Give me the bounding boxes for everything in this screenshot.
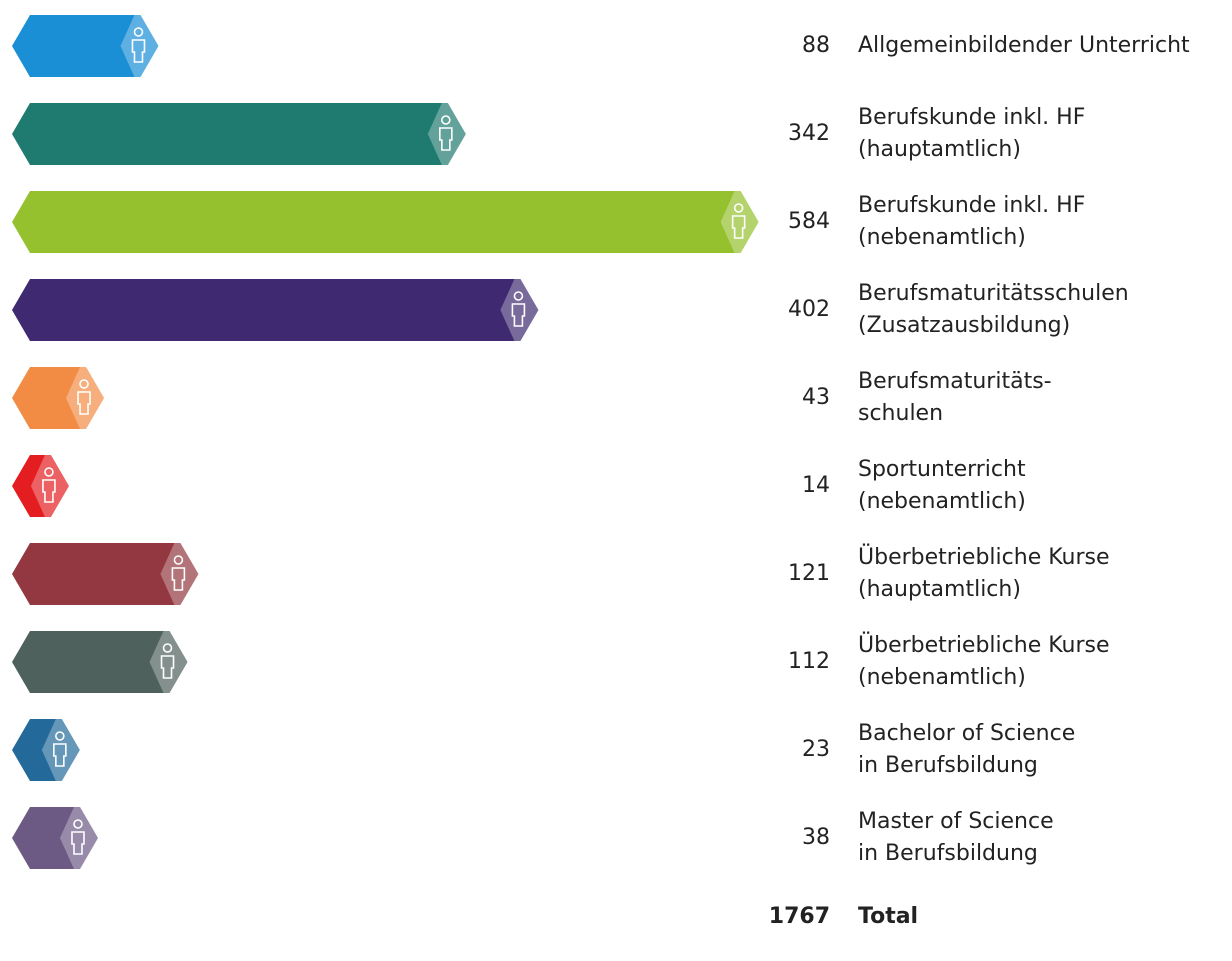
label-row: 112 Überbetriebliche Kurse (nebenamtlich) (760, 618, 1230, 706)
category-label: Überbetriebliche Kurse (hauptamtlich) (858, 545, 1110, 602)
label-row: 14 Sportunterricht (nebenamtlich) (760, 442, 1230, 530)
person-icon (131, 27, 146, 63)
person-head (133, 27, 144, 37)
category-label: Sportunterricht (nebenamtlich) (858, 457, 1026, 514)
category-label: Berufsmaturitäts- schulen (858, 369, 1052, 426)
value-label: 38 (802, 825, 830, 850)
category-label: Berufsmaturitätsschulen (Zusatzausbildun… (858, 281, 1129, 338)
bar (12, 103, 466, 165)
value-label: 121 (788, 561, 830, 586)
bar (12, 15, 159, 77)
person-body (171, 567, 186, 591)
value-label: 402 (788, 297, 830, 322)
person-head (79, 379, 89, 389)
icon-hex (41, 719, 80, 781)
person-head (441, 115, 451, 125)
icon-hex (59, 807, 98, 869)
person-head (55, 731, 65, 741)
person-icon (511, 291, 526, 327)
person-icon (77, 379, 91, 415)
label-row: 38 Master of Science in Berufsbildung (760, 794, 1230, 882)
person-icon (439, 115, 453, 151)
value-label: 14 (802, 473, 830, 498)
value-label: 112 (788, 649, 830, 674)
value-label: 23 (802, 737, 830, 762)
person-body (77, 391, 91, 415)
label-row: 121 Überbetriebliche Kurse (hauptamtlich) (760, 530, 1230, 618)
person-body (160, 655, 175, 679)
bar (12, 631, 188, 693)
person-body (53, 743, 67, 767)
icon-hex (427, 103, 466, 165)
bar (12, 543, 199, 605)
person-body (511, 303, 526, 327)
label-row: 23 Bachelor of Science in Berufsbildung (760, 706, 1230, 794)
category-label: Berufskunde inkl. HF (nebenamtlich) (858, 193, 1086, 250)
bar (12, 279, 539, 341)
value-label: 43 (802, 385, 830, 410)
category-label: Berufskunde inkl. HF (hauptamtlich) (858, 105, 1086, 162)
label-row: 584 Berufskunde inkl. HF (nebenamtlich) (760, 178, 1230, 266)
person-head (733, 203, 744, 213)
person-head (162, 643, 173, 653)
bar (12, 191, 759, 253)
person-icon (71, 819, 85, 855)
person-body (439, 127, 453, 151)
total-value: 1767 (768, 904, 830, 929)
person-icon (731, 203, 746, 239)
person-icon (42, 467, 56, 503)
icon-hex (149, 631, 188, 693)
label-row: 402 Berufsmaturitätsschulen (Zusatzausbil… (760, 266, 1230, 354)
person-body (131, 39, 146, 63)
person-body (731, 215, 746, 239)
icon-hex (500, 279, 539, 341)
category-label: Master of Science in Berufsbildung (858, 809, 1054, 866)
icon-hex (30, 455, 69, 517)
category-label: Allgemeinbildender Unterricht (858, 33, 1190, 58)
label-row: 43 Berufsmaturitäts- schulen (760, 354, 1230, 442)
bars (12, 15, 759, 869)
label-row: 342 Berufskunde inkl. HF (hauptamtlich) (760, 90, 1230, 178)
person-head (44, 467, 54, 477)
person-body (71, 831, 85, 855)
icon-hex (160, 543, 199, 605)
person-icon (53, 731, 67, 767)
value-label: 584 (788, 209, 830, 234)
bar (12, 455, 69, 517)
chart: 1767 Total 88 Allgemeinbildender Unterric… (12, 2, 1230, 929)
total-row: 1767 Total (760, 873, 1230, 961)
category-label: Überbetriebliche Kurse (nebenamtlich) (858, 633, 1110, 690)
total-label: Total (858, 904, 919, 929)
icon-hex (720, 191, 759, 253)
value-label: 88 (802, 33, 830, 58)
icon-hex (120, 15, 159, 77)
person-body (42, 479, 56, 503)
person-head (513, 291, 524, 301)
person-icon (171, 555, 186, 591)
label-row: 88 Allgemeinbildender Unterricht (760, 2, 1230, 90)
value-label: 342 (788, 121, 830, 146)
person-head (73, 819, 83, 829)
icon-hex (66, 367, 105, 429)
person-icon (160, 643, 175, 679)
person-head (173, 555, 184, 565)
category-label: Bachelor of Science in Berufsbildung (858, 721, 1076, 778)
